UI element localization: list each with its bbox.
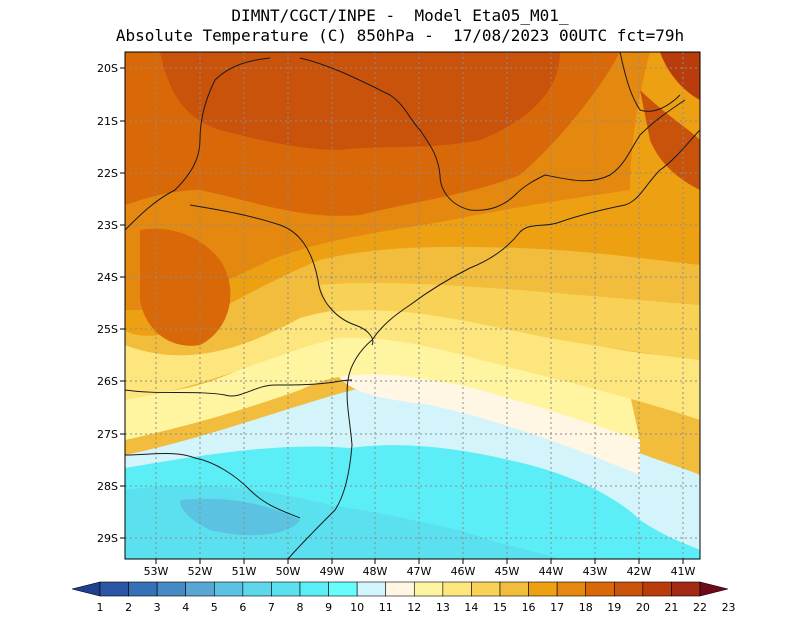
- field-band-19: [160, 52, 560, 150]
- colorbar-swatch: [242, 581, 272, 597]
- field-band-14: [125, 308, 700, 420]
- colorbar-label: 12: [407, 601, 421, 614]
- field-band-18b: [140, 228, 231, 346]
- colorbar-swatch: [671, 581, 701, 597]
- grid-lines: [125, 52, 700, 559]
- lon-label: 41W: [671, 565, 696, 578]
- lon-label: 47W: [407, 565, 432, 578]
- lon-label: 53W: [144, 565, 169, 578]
- lon-label: 49W: [320, 565, 345, 578]
- lon-label: 50W: [276, 565, 301, 578]
- lon-label: 45W: [495, 565, 520, 578]
- state-border-es: [619, 52, 681, 112]
- field-band-12: [330, 357, 640, 475]
- colorbar: 1 2 3 4 5 6 7 8 9 10 11 12 13 14 15 16 17 18 19 20 21 22 23: [71, 581, 736, 614]
- colorbar-label: 18: [579, 601, 593, 614]
- colorbar-label: 22: [693, 601, 707, 614]
- colorbar-swatch: [99, 581, 129, 597]
- field-band-13: [125, 327, 640, 440]
- lat-label: 24S: [97, 271, 118, 284]
- colorbar-swatch: [528, 581, 558, 597]
- coastline-borders: [125, 52, 700, 559]
- colorbar-swatch: [642, 581, 672, 597]
- lat-label: 22S: [97, 167, 118, 180]
- colorbar-swatch: [471, 581, 501, 597]
- lon-label: 43W: [583, 565, 608, 578]
- colorbar-label: 15: [493, 601, 507, 614]
- colorbar-swatch: [613, 581, 644, 597]
- lat-label: 29S: [97, 532, 118, 545]
- coastline: [287, 129, 700, 559]
- tick-marks: [120, 67, 684, 564]
- colorbar-label: 2: [125, 601, 132, 614]
- plot-frame: [124, 51, 701, 560]
- field-band-20: [660, 52, 700, 100]
- state-border-pr-sc: [125, 379, 353, 397]
- colorbar-swatch: [556, 581, 587, 597]
- colorbar-swatch: [442, 581, 472, 597]
- colorbar-label: 4: [182, 601, 189, 614]
- colorbar-swatch: [413, 581, 444, 597]
- colorbar-swatch: [385, 581, 415, 597]
- chart-title-line-1: DIMNT/CGCT/INPE - Model Eta05_M01_: [231, 6, 569, 25]
- lat-label: 27S: [97, 428, 118, 441]
- colorbar-swatch: [271, 581, 301, 597]
- colorbar-swatch: [213, 581, 244, 597]
- colorbar-swatch: [299, 581, 329, 597]
- latitude-labels: 20S 21S 22S 23S 24S 25S 26S 27S 28S 29S: [97, 62, 118, 545]
- colorbar-label: 5: [211, 601, 218, 614]
- colorbar-label: 13: [436, 601, 450, 614]
- lat-label: 21S: [97, 115, 118, 128]
- colorbar-swatch: [128, 581, 158, 597]
- state-border-pr-sp: [189, 204, 374, 346]
- lat-label: 23S: [97, 219, 118, 232]
- lon-label: 48W: [363, 565, 388, 578]
- colorbar-label: 10: [350, 601, 364, 614]
- colorbar-swatch: [156, 581, 187, 597]
- field-band-8: [180, 498, 300, 536]
- lat-label: 28S: [97, 480, 118, 493]
- colorbar-label: 3: [154, 601, 161, 614]
- colorbar-swatch: [71, 581, 101, 597]
- colorbar-swatch: [499, 581, 529, 597]
- colorbar-swatch: [328, 581, 358, 597]
- lat-label: 26S: [97, 375, 118, 388]
- lon-label: 46W: [451, 565, 476, 578]
- state-border-sc-rs: [125, 452, 301, 519]
- state-border-ms-pr: [125, 57, 271, 231]
- temperature-field: [125, 52, 700, 559]
- field-band-15: [320, 282, 700, 360]
- colorbar-label: 8: [297, 601, 304, 614]
- lon-label: 44W: [539, 565, 564, 578]
- colorbar-swatch: [185, 581, 215, 597]
- colorbar-label: 11: [379, 601, 393, 614]
- chart-title-line-2: Absolute Temperature (C) 850hPa - 17/08/…: [115, 26, 685, 45]
- colorbar-label: 20: [636, 601, 650, 614]
- colorbar-label: 21: [664, 601, 678, 614]
- colorbar-label: 9: [325, 601, 332, 614]
- lon-label: 42W: [627, 565, 652, 578]
- state-border-mg-rj: [544, 99, 686, 182]
- colorbar-label: 7: [268, 601, 275, 614]
- colorbar-label: 14: [464, 601, 478, 614]
- field-band-19b: [640, 90, 700, 190]
- longitude-labels: 53W 52W 51W 50W 49W 48W 47W 46W 45W 44W …: [144, 565, 696, 578]
- lat-label: 20S: [97, 62, 118, 75]
- colorbar-swatch: [699, 581, 729, 597]
- colorbar-label: 19: [607, 601, 621, 614]
- lon-label: 51W: [232, 565, 257, 578]
- colorbar-swatch: [356, 581, 387, 597]
- colorbar-label: 1: [97, 601, 104, 614]
- colorbar-label: 16: [522, 601, 536, 614]
- colorbar-label: 6: [239, 601, 246, 614]
- colorbar-label: 17: [550, 601, 564, 614]
- lon-label: 52W: [188, 565, 213, 578]
- state-border-sp-mg: [299, 57, 546, 211]
- colorbar-label: 23: [722, 601, 736, 614]
- colorbar-swatch: [585, 581, 615, 597]
- lat-label: 25S: [97, 323, 118, 336]
